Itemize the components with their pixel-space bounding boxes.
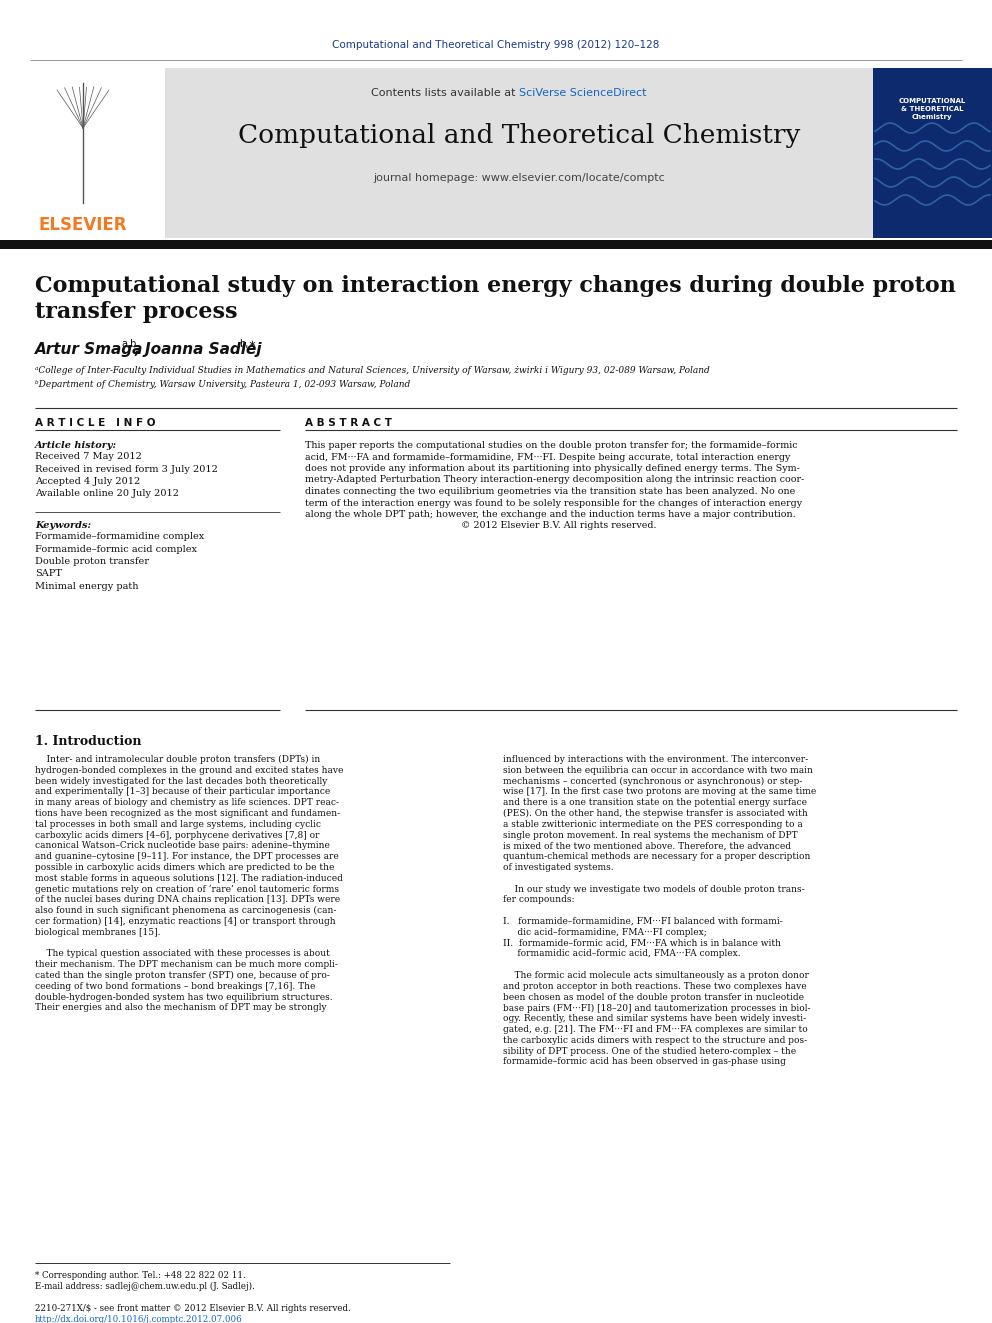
Text: II.  formamide–formic acid, FM···FA which is in balance with: II. formamide–formic acid, FM···FA which… xyxy=(503,938,781,947)
Bar xyxy=(873,67,992,238)
Text: Formamide–formic acid complex: Formamide–formic acid complex xyxy=(35,545,197,553)
Text: sibility of DPT process. One of the studied hetero-complex – the: sibility of DPT process. One of the stud… xyxy=(503,1046,797,1056)
Text: The typical question associated with these processes is about: The typical question associated with the… xyxy=(35,950,330,958)
Text: 2210-271X/$ - see front matter © 2012 Elsevier B.V. All rights reserved.: 2210-271X/$ - see front matter © 2012 El… xyxy=(35,1304,351,1312)
Text: Article history:: Article history: xyxy=(35,441,117,450)
Text: © 2012 Elsevier B.V. All rights reserved.: © 2012 Elsevier B.V. All rights reserved… xyxy=(305,521,657,531)
Text: A R T I C L E   I N F O: A R T I C L E I N F O xyxy=(35,418,156,429)
Text: sion between the equilibria can occur in accordance with two main: sion between the equilibria can occur in… xyxy=(503,766,812,775)
Text: Computational study on interaction energy changes during double proton: Computational study on interaction energ… xyxy=(35,275,956,296)
Text: ᵇDepartment of Chemistry, Warsaw University, Pasteura 1, 02-093 Warsaw, Poland: ᵇDepartment of Chemistry, Warsaw Univers… xyxy=(35,380,411,389)
Text: hydrogen-bonded complexes in the ground and excited states have: hydrogen-bonded complexes in the ground … xyxy=(35,766,343,775)
Bar xyxy=(0,239,992,249)
Text: mechanisms – concerted (synchronous or asynchronous) or step-: mechanisms – concerted (synchronous or a… xyxy=(503,777,803,786)
Text: 1. Introduction: 1. Introduction xyxy=(35,736,142,747)
Text: also found in such significant phenomena as carcinogenesis (can-: also found in such significant phenomena… xyxy=(35,906,336,916)
Text: tal processes in both small and large systems, including cyclic: tal processes in both small and large sy… xyxy=(35,820,321,828)
Text: their mechanism. The DPT mechanism can be much more compli-: their mechanism. The DPT mechanism can b… xyxy=(35,960,338,970)
Text: The formic acid molecule acts simultaneously as a proton donor: The formic acid molecule acts simultaneo… xyxy=(503,971,808,980)
Text: cer formation) [14], enzymatic reactions [4] or transport through: cer formation) [14], enzymatic reactions… xyxy=(35,917,335,926)
Text: biological membranes [15].: biological membranes [15]. xyxy=(35,927,161,937)
Text: (PES). On the other hand, the stepwise transfer is associated with: (PES). On the other hand, the stepwise t… xyxy=(503,808,807,818)
Text: Received 7 May 2012: Received 7 May 2012 xyxy=(35,452,142,460)
Text: transfer process: transfer process xyxy=(35,302,237,323)
Text: does not provide any information about its partitioning into physically defined : does not provide any information about i… xyxy=(305,464,800,474)
Text: wise [17]. In the first case two protons are moving at the same time: wise [17]. In the first case two protons… xyxy=(503,787,816,796)
Text: genetic mutations rely on creation of ‘rare’ enol tautomeric forms: genetic mutations rely on creation of ‘r… xyxy=(35,885,339,894)
Text: In our study we investigate two models of double proton trans-: In our study we investigate two models o… xyxy=(503,885,805,893)
Text: ᵃCollege of Inter-Faculty Individual Studies in Mathematics and Natural Sciences: ᵃCollege of Inter-Faculty Individual Stu… xyxy=(35,366,709,374)
Text: possible in carboxylic acids dimers which are predicted to be the: possible in carboxylic acids dimers whic… xyxy=(35,863,334,872)
Text: of the nuclei bases during DNA chains replication [13]. DPTs were: of the nuclei bases during DNA chains re… xyxy=(35,896,340,905)
Text: term of the interaction energy was found to be solely responsible for the change: term of the interaction energy was found… xyxy=(305,499,803,508)
Text: b,∗: b,∗ xyxy=(239,339,257,349)
Text: Computational and Theoretical Chemistry 998 (2012) 120–128: Computational and Theoretical Chemistry … xyxy=(332,40,660,50)
Text: metry-Adapted Perturbation Theory interaction-energy decomposition along the int: metry-Adapted Perturbation Theory intera… xyxy=(305,475,805,484)
Text: tions have been recognized as the most significant and fundamen-: tions have been recognized as the most s… xyxy=(35,808,340,818)
Text: SciVerse ScienceDirect: SciVerse ScienceDirect xyxy=(519,89,647,98)
Text: base pairs (FM···FI) [18–20] and tautomerization processes in biol-: base pairs (FM···FI) [18–20] and tautome… xyxy=(503,1003,810,1012)
Text: Keywords:: Keywords: xyxy=(35,521,91,531)
Text: , Joanna Sadlej: , Joanna Sadlej xyxy=(135,343,263,357)
Text: gated, e.g. [21]. The FM···FI and FM···FA complexes are similar to: gated, e.g. [21]. The FM···FI and FM···F… xyxy=(503,1025,807,1035)
Text: * Corresponding author. Tel.: +48 22 822 02 11.: * Corresponding author. Tel.: +48 22 822… xyxy=(35,1271,246,1279)
Text: canonical Watson–Crick nucleotide base pairs: adenine–thymine: canonical Watson–Crick nucleotide base p… xyxy=(35,841,330,851)
Text: a,b: a,b xyxy=(121,339,136,349)
Text: quantum-chemical methods are necessary for a proper description: quantum-chemical methods are necessary f… xyxy=(503,852,810,861)
Text: acid, FM···FA and formamide–formamidine, FM···FI. Despite being accurate, total : acid, FM···FA and formamide–formamidine,… xyxy=(305,452,791,462)
Text: Computational and Theoretical Chemistry: Computational and Theoretical Chemistry xyxy=(238,123,801,148)
Text: formamidic acid–formic acid, FMA···FA complex.: formamidic acid–formic acid, FMA···FA co… xyxy=(503,950,741,958)
Text: a stable zwitterionic intermediate on the PES corresponding to a: a stable zwitterionic intermediate on th… xyxy=(503,820,803,828)
Text: and experimentally [1–3] because of their particular importance: and experimentally [1–3] because of thei… xyxy=(35,787,330,796)
Text: SAPT: SAPT xyxy=(35,569,62,578)
Text: and proton acceptor in both reactions. These two complexes have: and proton acceptor in both reactions. T… xyxy=(503,982,806,991)
Text: http://dx.doi.org/10.1016/j.comptc.2012.07.006: http://dx.doi.org/10.1016/j.comptc.2012.… xyxy=(35,1315,243,1323)
Text: Formamide–formamidine complex: Formamide–formamidine complex xyxy=(35,532,204,541)
Text: the carboxylic acids dimers with respect to the structure and pos-: the carboxylic acids dimers with respect… xyxy=(503,1036,807,1045)
Text: Contents lists available at: Contents lists available at xyxy=(371,89,519,98)
Text: of investigated systems.: of investigated systems. xyxy=(503,863,614,872)
Text: is mixed of the two mentioned above. Therefore, the advanced: is mixed of the two mentioned above. The… xyxy=(503,841,791,851)
Text: A B S T R A C T: A B S T R A C T xyxy=(305,418,392,429)
Text: Double proton transfer: Double proton transfer xyxy=(35,557,149,566)
Text: formamide–formic acid has been observed in gas-phase using: formamide–formic acid has been observed … xyxy=(503,1057,786,1066)
Text: dinates connecting the two equilibrium geometries via the transition state has b: dinates connecting the two equilibrium g… xyxy=(305,487,796,496)
Text: in many areas of biology and chemistry as life sciences. DPT reac-: in many areas of biology and chemistry a… xyxy=(35,798,339,807)
Text: I.   formamide–formamidine, FM···FI balanced with formami-: I. formamide–formamidine, FM···FI balanc… xyxy=(503,917,783,926)
Text: been widely investigated for the last decades both theoretically: been widely investigated for the last de… xyxy=(35,777,327,786)
Text: Available online 20 July 2012: Available online 20 July 2012 xyxy=(35,490,179,499)
Text: single proton movement. In real systems the mechanism of DPT: single proton movement. In real systems … xyxy=(503,831,798,840)
Text: along the whole DPT path; however, the exchange and the induction terms have a m: along the whole DPT path; however, the e… xyxy=(305,509,796,519)
Text: Artur Smaga: Artur Smaga xyxy=(35,343,144,357)
Text: ogy. Recently, these and similar systems have been widely investi-: ogy. Recently, these and similar systems… xyxy=(503,1015,806,1023)
Text: and guanine–cytosine [9–11]. For instance, the DPT processes are: and guanine–cytosine [9–11]. For instanc… xyxy=(35,852,338,861)
Text: Received in revised form 3 July 2012: Received in revised form 3 July 2012 xyxy=(35,464,218,474)
Text: Accepted 4 July 2012: Accepted 4 July 2012 xyxy=(35,478,140,486)
Text: and there is a one transition state on the potential energy surface: and there is a one transition state on t… xyxy=(503,798,807,807)
Text: most stable forms in aqueous solutions [12]. The radiation-induced: most stable forms in aqueous solutions [… xyxy=(35,873,343,882)
Text: Inter- and intramolecular double proton transfers (DPTs) in: Inter- and intramolecular double proton … xyxy=(35,755,320,765)
Text: influenced by interactions with the environment. The interconver-: influenced by interactions with the envi… xyxy=(503,755,808,763)
Text: ELSEVIER: ELSEVIER xyxy=(39,216,127,234)
Text: cated than the single proton transfer (SPT) one, because of pro-: cated than the single proton transfer (S… xyxy=(35,971,330,980)
Text: carboxylic acids dimers [4–6], porphycene derivatives [7,8] or: carboxylic acids dimers [4–6], porphycen… xyxy=(35,831,319,840)
Bar xyxy=(0,67,165,238)
Text: E-mail address: sadlej@chem.uw.edu.pl (J. Sadlej).: E-mail address: sadlej@chem.uw.edu.pl (J… xyxy=(35,1282,255,1291)
Text: This paper reports the computational studies on the double proton transfer for; : This paper reports the computational stu… xyxy=(305,441,798,450)
Text: been chosen as model of the double proton transfer in nucleotide: been chosen as model of the double proto… xyxy=(503,992,804,1002)
Text: COMPUTATIONAL
& THEORETICAL
Chemistry: COMPUTATIONAL & THEORETICAL Chemistry xyxy=(899,98,965,120)
Text: journal homepage: www.elsevier.com/locate/comptc: journal homepage: www.elsevier.com/locat… xyxy=(373,173,665,183)
Text: double-hydrogen-bonded system has two equilibrium structures.: double-hydrogen-bonded system has two eq… xyxy=(35,992,332,1002)
Text: ceeding of two bond formations – bond breakings [7,16]. The: ceeding of two bond formations – bond br… xyxy=(35,982,315,991)
Text: fer compounds:: fer compounds: xyxy=(503,896,574,905)
Bar xyxy=(165,67,873,238)
Text: dic acid–formamidine, FMA···FI complex;: dic acid–formamidine, FMA···FI complex; xyxy=(503,927,706,937)
Text: Minimal energy path: Minimal energy path xyxy=(35,582,139,591)
Text: Their energies and also the mechanism of DPT may be strongly: Their energies and also the mechanism of… xyxy=(35,1003,326,1012)
